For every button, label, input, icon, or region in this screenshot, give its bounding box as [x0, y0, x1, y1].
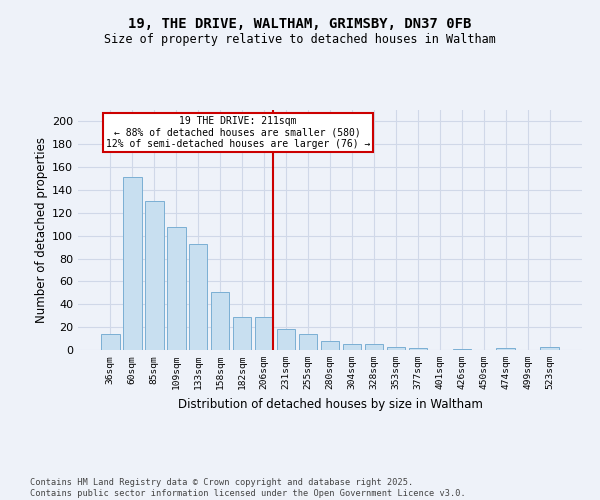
Bar: [365, 344, 383, 350]
Bar: [386, 346, 405, 350]
Text: 19, THE DRIVE, WALTHAM, GRIMSBY, DN37 0FB: 19, THE DRIVE, WALTHAM, GRIMSBY, DN37 0F…: [128, 18, 472, 32]
Bar: [277, 330, 295, 350]
Bar: [496, 348, 515, 350]
Bar: [409, 348, 427, 350]
Y-axis label: Number of detached properties: Number of detached properties: [35, 137, 48, 323]
Bar: [167, 226, 185, 350]
X-axis label: Distribution of detached houses by size in Waltham: Distribution of detached houses by size …: [178, 398, 482, 410]
Text: 19 THE DRIVE: 211sqm
← 88% of detached houses are smaller (580)
12% of semi-deta: 19 THE DRIVE: 211sqm ← 88% of detached h…: [106, 116, 370, 149]
Bar: [320, 341, 340, 350]
Bar: [255, 317, 274, 350]
Bar: [211, 292, 229, 350]
Bar: [452, 349, 471, 350]
Bar: [145, 202, 164, 350]
Bar: [101, 334, 119, 350]
Text: Contains HM Land Registry data © Crown copyright and database right 2025.
Contai: Contains HM Land Registry data © Crown c…: [30, 478, 466, 498]
Bar: [299, 334, 317, 350]
Bar: [123, 178, 142, 350]
Bar: [343, 344, 361, 350]
Bar: [541, 346, 559, 350]
Bar: [189, 244, 208, 350]
Text: Size of property relative to detached houses in Waltham: Size of property relative to detached ho…: [104, 32, 496, 46]
Bar: [233, 317, 251, 350]
